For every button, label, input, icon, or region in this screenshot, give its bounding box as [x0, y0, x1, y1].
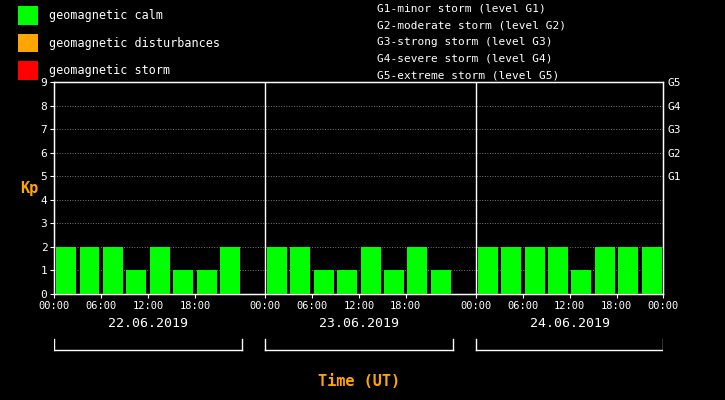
Bar: [642, 247, 662, 294]
Bar: [407, 247, 427, 294]
Bar: [548, 247, 568, 294]
Bar: [290, 247, 310, 294]
Text: G1-minor storm (level G1): G1-minor storm (level G1): [377, 4, 546, 14]
Text: 24.06.2019: 24.06.2019: [530, 317, 610, 330]
Bar: [80, 247, 99, 294]
Text: geomagnetic storm: geomagnetic storm: [49, 64, 170, 77]
Bar: [384, 270, 404, 294]
Y-axis label: Kp: Kp: [20, 180, 38, 196]
Bar: [150, 247, 170, 294]
Bar: [220, 247, 240, 294]
Bar: [126, 270, 146, 294]
Bar: [571, 270, 592, 294]
Bar: [337, 270, 357, 294]
Bar: [360, 247, 381, 294]
Bar: [618, 247, 638, 294]
Bar: [267, 247, 287, 294]
Bar: [478, 247, 497, 294]
Text: 22.06.2019: 22.06.2019: [108, 317, 188, 330]
Bar: [525, 247, 544, 294]
Text: 23.06.2019: 23.06.2019: [319, 317, 399, 330]
FancyBboxPatch shape: [18, 61, 38, 80]
Bar: [196, 270, 217, 294]
Bar: [103, 247, 123, 294]
Text: Time (UT): Time (UT): [318, 374, 400, 388]
Text: geomagnetic disturbances: geomagnetic disturbances: [49, 36, 220, 50]
Bar: [56, 247, 76, 294]
Text: G4-severe storm (level G4): G4-severe storm (level G4): [377, 54, 552, 64]
Bar: [431, 270, 451, 294]
Text: geomagnetic calm: geomagnetic calm: [49, 9, 163, 22]
Bar: [314, 270, 334, 294]
Text: G5-extreme storm (level G5): G5-extreme storm (level G5): [377, 71, 559, 81]
Text: G2-moderate storm (level G2): G2-moderate storm (level G2): [377, 20, 566, 30]
Bar: [173, 270, 193, 294]
Bar: [501, 247, 521, 294]
Text: G3-strong storm (level G3): G3-strong storm (level G3): [377, 37, 552, 47]
FancyBboxPatch shape: [18, 6, 38, 25]
FancyBboxPatch shape: [18, 34, 38, 52]
Bar: [594, 247, 615, 294]
